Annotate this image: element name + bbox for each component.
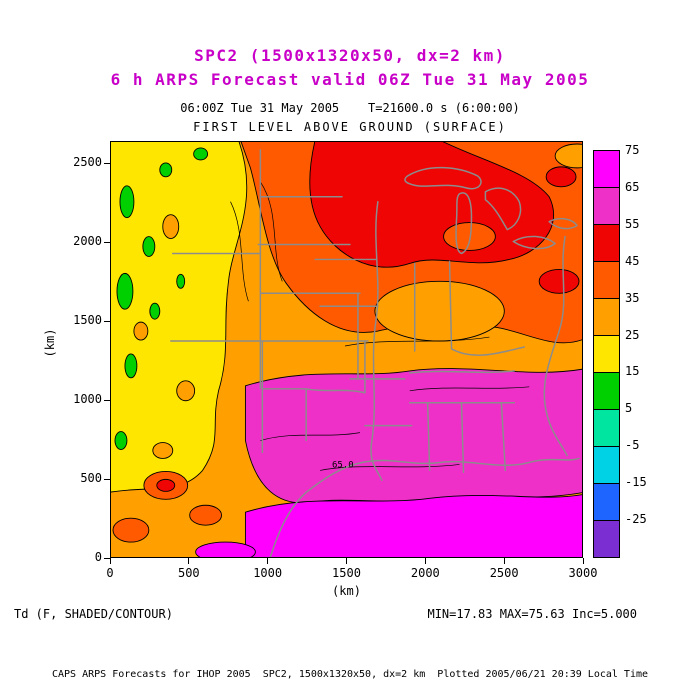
colorbar-tick-label: 75 xyxy=(625,143,640,157)
shading-orange-patch xyxy=(152,442,174,459)
y-tick-mark xyxy=(104,241,110,243)
map-plot-area: 65.0 xyxy=(110,141,583,558)
colorbar-block xyxy=(594,372,619,409)
colorbar-tick-label: 55 xyxy=(625,216,640,231)
shading-green-patch xyxy=(159,162,173,178)
shading-green-patch xyxy=(142,236,156,257)
state-boundaries-plains xyxy=(169,149,369,454)
shading-green-patch xyxy=(116,272,134,310)
x-tick-mark xyxy=(424,558,426,564)
colorbar-block xyxy=(594,261,619,298)
shading-red-patch xyxy=(545,166,577,188)
colorbar-tick-label: 65 xyxy=(625,179,640,194)
x-tick-label: 2000 xyxy=(410,566,440,580)
colorbar-block xyxy=(594,446,619,483)
colorbar-block xyxy=(594,335,619,372)
y-tick-label: 500 xyxy=(80,471,102,486)
y-tick-label: 1000 xyxy=(73,392,102,407)
contour-line xyxy=(409,386,530,392)
colorbar-block xyxy=(594,520,619,557)
variable-label: Td (F, SHADED/CONTOUR) xyxy=(14,607,173,621)
colorbar-block xyxy=(594,187,619,224)
shading-orange-patch xyxy=(162,214,180,239)
plot-subtitle: 6 h ARPS Forecast valid 06Z Tue 31 May 2… xyxy=(110,70,590,89)
shading-green-patch xyxy=(149,302,161,320)
coastlines xyxy=(269,235,580,557)
forecast-map: 65.0 xyxy=(111,142,582,557)
plot-title: SPC2 (1500x1320x50, dx=2 km) xyxy=(194,46,506,65)
x-tick-mark xyxy=(582,558,584,564)
y-tick-mark xyxy=(104,478,110,480)
level-line: FIRST LEVEL ABOVE GROUND (SURFACE) xyxy=(193,120,507,134)
colorbar-block xyxy=(594,409,619,446)
x-tick-label: 2500 xyxy=(489,566,519,580)
y-tick-mark xyxy=(104,162,110,164)
y-tick-mark xyxy=(104,557,110,559)
shading-green-patch xyxy=(114,431,128,450)
shading-green-patch xyxy=(176,273,186,289)
shading-green-patch xyxy=(193,147,209,161)
colorbar-tick-label: 35 xyxy=(625,290,640,305)
x-tick-mark xyxy=(109,558,111,564)
shading-orange-patch xyxy=(176,380,196,402)
state-boundaries-midwest xyxy=(314,200,525,482)
contour-line xyxy=(260,432,361,441)
x-tick-mark xyxy=(346,558,347,564)
y-tick-label: 2000 xyxy=(73,234,102,249)
min-max-stats: MIN=17.83 MAX=75.63 Inc=5.000 xyxy=(427,607,637,621)
x-tick-mark xyxy=(267,558,269,564)
colorbar-block xyxy=(594,483,619,520)
shading-orangered-patch xyxy=(443,222,496,251)
x-tick-label: 500 xyxy=(177,566,200,580)
x-tick-label: 1500 xyxy=(332,566,361,580)
y-tick-label: 2500 xyxy=(73,155,102,170)
valid-time-line: 06:00Z Tue 31 May 2005 T=21600.0 s (6:00… xyxy=(180,101,520,115)
shading-orange-patch xyxy=(374,280,505,342)
x-tick-label: 3000 xyxy=(568,566,598,580)
colorbar-block xyxy=(594,224,619,261)
x-tick-label: 0 xyxy=(106,566,114,580)
colorbar-block xyxy=(594,298,619,335)
colorbar-tick-label: 5 xyxy=(625,401,633,416)
y-tick-mark xyxy=(104,399,110,401)
contour-line xyxy=(230,201,249,302)
colorbar-block xyxy=(594,151,619,187)
shading-red-patch xyxy=(538,268,580,294)
colorbar-tick-label: -15 xyxy=(625,475,647,490)
shading-magenta-patch xyxy=(195,541,256,557)
x-tick-label: 1000 xyxy=(253,566,283,580)
contour-line xyxy=(260,181,283,282)
y-tick-label: 0 xyxy=(94,550,102,564)
y-axis-unit: (km) xyxy=(43,328,57,358)
colorbar-tick-label: 25 xyxy=(625,327,640,342)
x-tick-mark xyxy=(503,558,505,564)
credit-line: CAPS ARPS Forecasts for IHOP 2005 SPC2, … xyxy=(51,669,649,680)
shading-red-patch xyxy=(156,478,176,492)
contour-value-label: 65.0 xyxy=(332,460,354,470)
shading-green-patch xyxy=(119,185,135,219)
colorbar-tick-label: 15 xyxy=(625,364,640,379)
x-tick-mark xyxy=(188,558,190,564)
colorbar xyxy=(593,150,620,558)
y-tick-label: 1500 xyxy=(73,313,102,328)
contour-line xyxy=(320,464,460,471)
shading-orangered-patch xyxy=(189,504,222,526)
colorbar-tick-label: -25 xyxy=(625,512,647,527)
y-tick-mark xyxy=(104,320,110,322)
shading-orangered-patch xyxy=(112,517,150,543)
shading-orange-patch xyxy=(133,321,149,341)
great-lakes xyxy=(404,166,578,255)
shading-magenta-gulf xyxy=(244,494,582,557)
colorbar-tick-label: 45 xyxy=(625,253,640,268)
shading-green-patch xyxy=(124,353,138,379)
colorbar-tick-label: -5 xyxy=(625,438,640,453)
x-axis-unit: (km) xyxy=(332,584,361,598)
shading-orange-patch xyxy=(554,143,582,169)
